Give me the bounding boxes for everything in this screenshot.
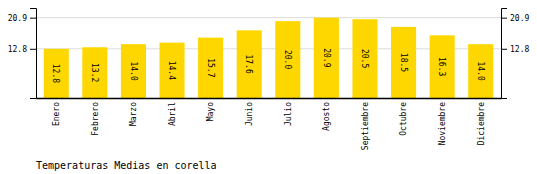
data-labels: 12.8 13.2 14.0 14.4 15.7 17.6 20.0 20.9 20.5 18.5… [51,48,484,83]
x-tick: Junio [245,102,254,126]
bar [121,44,146,98]
y2-tick: 12.8 [501,45,529,54]
bar [237,30,262,98]
bar [275,21,300,98]
plot: 12.8 13.2 14.0 14.4 15.7 17.6 20.0 20.9 20.5 18.5… [8,9,530,151]
x-tick: Julio [284,102,293,126]
data-label: 13.2 [90,63,99,82]
grid-line [36,17,501,18]
y-tick: 12.8 [8,45,36,54]
y2-axis: 12.8 20.9 [501,9,529,99]
y2-tick-label: 12.8 [510,45,529,54]
bars [44,18,494,98]
x-tick: Noviembre [438,102,447,146]
data-label: 20.0 [283,50,292,69]
bar [352,19,377,98]
x-tick-label: Febrero [91,102,100,136]
y-tick-label: 12.8 [8,45,27,54]
data-label: 18.5 [399,53,408,72]
title: Temperaturas Medias en corella [36,160,217,171]
data-label: 17.6 [244,55,253,74]
y2-tick: 20.9 [501,14,529,23]
x-tick-label: Enero [52,102,61,126]
x-tick-label: Noviembre [438,102,447,146]
x-tick: Agosto [322,102,331,131]
data-label: 16.3 [437,57,446,76]
x-tick: Mayo [206,102,215,121]
tick-mark [30,18,36,19]
x-tick-label: Julio [284,102,293,126]
x-tick: Diciembre [477,102,486,146]
axis-line [37,98,502,100]
tick-mark [501,18,507,19]
axis-line [30,9,37,99]
bar [82,47,107,98]
bar [159,43,184,98]
bar [468,44,493,98]
chart: 12.8 13.2 14.0 14.4 15.7 17.6 20.0 20.9 20.5 18.5… [0,0,537,174]
x-tick-label: Mayo [206,102,215,121]
x-tick: Octubre [399,102,408,136]
y-tick: 20.9 [8,14,36,23]
x-tick: Febrero [91,102,100,136]
data-label: 12.8 [51,64,60,83]
x-tick: Enero [52,102,61,126]
x-tick: Abril [168,102,177,126]
x-tick-label: Diciembre [477,102,486,146]
data-label: 20.5 [360,49,369,68]
bar [44,49,69,98]
x-tick-label: Abril [168,102,177,126]
tick-mark [30,49,36,50]
data-label: 14.4 [167,61,176,80]
bar [391,27,416,98]
x-tick-label: Marzo [129,102,138,126]
x-tick-label: Junio [245,102,254,126]
x-tick: Marzo [129,102,138,126]
data-label: 15.7 [206,58,215,77]
bar [314,18,339,98]
x-tick-label: Octubre [399,102,408,136]
x-tick: Septiembre [361,102,370,150]
axis-line [502,9,508,99]
bar [430,35,455,98]
y-tick-label: 20.9 [8,14,27,23]
data-label: 14.0 [476,61,485,80]
tick-mark [501,49,507,50]
y2-tick-label: 20.9 [510,14,529,23]
data-label: 20.9 [322,48,331,67]
y-axis: 12.8 20.9 [8,9,37,99]
x-axis: Enero Febrero Marzo Abril Mayo Junio Julio Agos… [37,99,502,151]
x-tick-label: Septiembre [361,102,370,150]
bar [198,38,223,98]
data-label: 14.0 [129,61,138,80]
x-tick-label: Agosto [322,102,331,131]
